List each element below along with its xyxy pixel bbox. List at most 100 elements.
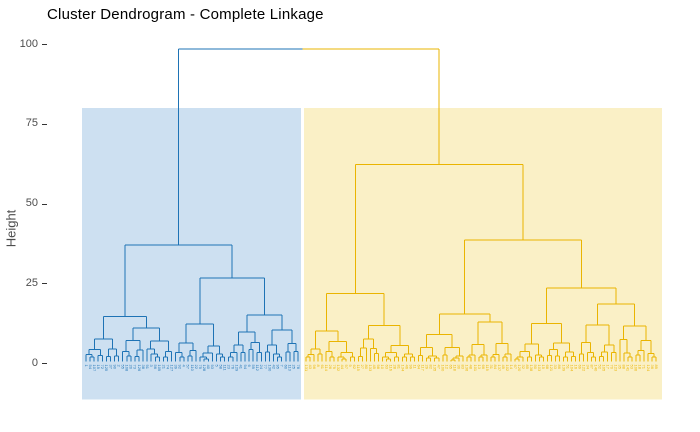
leaf-label: 57 [186,365,191,370]
leaf-label: 19 [96,365,101,370]
leaf-label: 51 [565,365,570,370]
leaf-label: 66 [481,365,486,370]
leaf-label: 62 [352,365,357,370]
leaf-label: 44 [340,365,345,370]
leaf-label: 9 [348,365,353,368]
leaf-label: 54 [88,365,93,370]
leaf-label: 41 [239,365,244,370]
leaf-label: 49 [501,365,506,370]
leaf-label: 88 [622,365,627,370]
leaf-label: 84 [493,365,498,370]
leaf-label: 6 [247,365,252,368]
leaf-label: 137 [497,365,502,372]
leaf-label: 109 [157,365,162,372]
leaf-label: 37 [108,365,113,370]
leaf-label: 71 [642,365,647,370]
leaf-label: 64 [416,365,421,370]
leaf-label: 115 [356,365,361,372]
leaf-label: 110 [190,365,195,372]
leaf-label: 112 [255,365,260,372]
leaf-label: 117 [420,365,425,372]
leaf-label: 95 [275,365,280,370]
leaf-label: 35 [618,365,623,370]
leaf-label: 113 [288,365,293,372]
leaf-label: 108 [125,365,130,372]
leaf-label: 14 [509,365,514,370]
leaf-label: 26 [328,365,333,370]
leaf-label: 74 [165,365,170,370]
leaf-label: 116 [388,365,393,372]
leaf-label: 63 [384,365,389,370]
y-tick-mark [42,203,47,205]
leaf-label: 58 [218,365,223,370]
leaf-label: 5 [214,365,219,368]
leaf-label: 77 [263,365,268,370]
leaf-label: 3 [149,365,154,368]
y-tick-label: 100 [19,37,38,50]
leaf-label: 128 [202,365,207,372]
leaf-label: 114 [324,365,329,372]
leaf-label: 107 [92,365,97,372]
leaf-label: 141 [626,365,631,372]
leaf-label: 70 [610,365,615,370]
leaf-label: 28 [392,365,397,370]
leaf-label: 50 [533,365,538,370]
leaf-label: 75 [198,365,203,370]
leaf-label: 34 [585,365,590,370]
leaf-label: 46 [404,365,409,370]
leaf-label: 52 [597,365,602,370]
leaf-label: 105 [602,365,607,372]
leaf-label: 32 [521,365,526,370]
leaf-label: 67 [513,365,518,370]
leaf-label: 7 [279,365,284,368]
leaf-label: 126 [137,365,142,372]
leaf-label: 47 [437,365,442,370]
leaf-label: 73 [133,365,138,370]
leaf-label: 111 [222,365,227,372]
leaf-label: 10 [380,365,385,370]
leaf-label: 60 [284,365,289,370]
leaf-label: 24 [259,365,264,370]
y-tick-label: 25 [25,276,38,289]
leaf-label: 36 [650,365,655,370]
leaf-label: 27 [360,365,365,370]
leaf-label: 48 [469,365,474,370]
leaf-label: 31 [489,365,494,370]
leaf-label: 21 [161,365,166,370]
leaf-label: 118 [453,365,458,372]
leaf-label: 20 [129,365,134,370]
leaf-label: 42 [271,365,276,370]
leaf-label: 125 [104,365,109,372]
leaf-label: 101 [473,365,478,372]
leaf-label: 40 [206,365,211,370]
y-tick-mark [42,44,47,46]
leaf-label: 93 [210,365,215,370]
leaf-label: 96 [312,365,317,370]
leaf-label: 45 [372,365,377,370]
leaf-label: 38 [141,365,146,370]
leaf-label: 103 [537,365,542,372]
leaf-label: 123 [614,365,619,372]
y-tick-label: 0 [31,356,38,369]
leaf-label: 72 [100,365,105,370]
leaf-label: 17 [606,365,611,370]
leaf-label: 56 [153,365,158,370]
leaf-label: 79 [332,365,337,370]
leaf-label: 97 [344,365,349,370]
leaf-label: 140 [593,365,598,372]
leaf-label: 30 [457,365,462,370]
leaf-label: 100 [441,365,446,372]
leaf-label: 39 [173,365,178,370]
leaf-label: 12 [445,365,450,370]
leaf-label: 133 [368,365,373,372]
leaf-label: 59 [251,365,256,370]
leaf-label: 8 [316,365,321,368]
leaf-label: 127 [169,365,174,372]
leaf-label: 25 [292,365,297,370]
leaf-label: 102 [505,365,510,372]
leaf-label: 94 [243,365,248,370]
leaf-label: 99 [408,365,413,370]
leaf-label: 82 [429,365,434,370]
leaf-label: 76 [231,365,236,370]
